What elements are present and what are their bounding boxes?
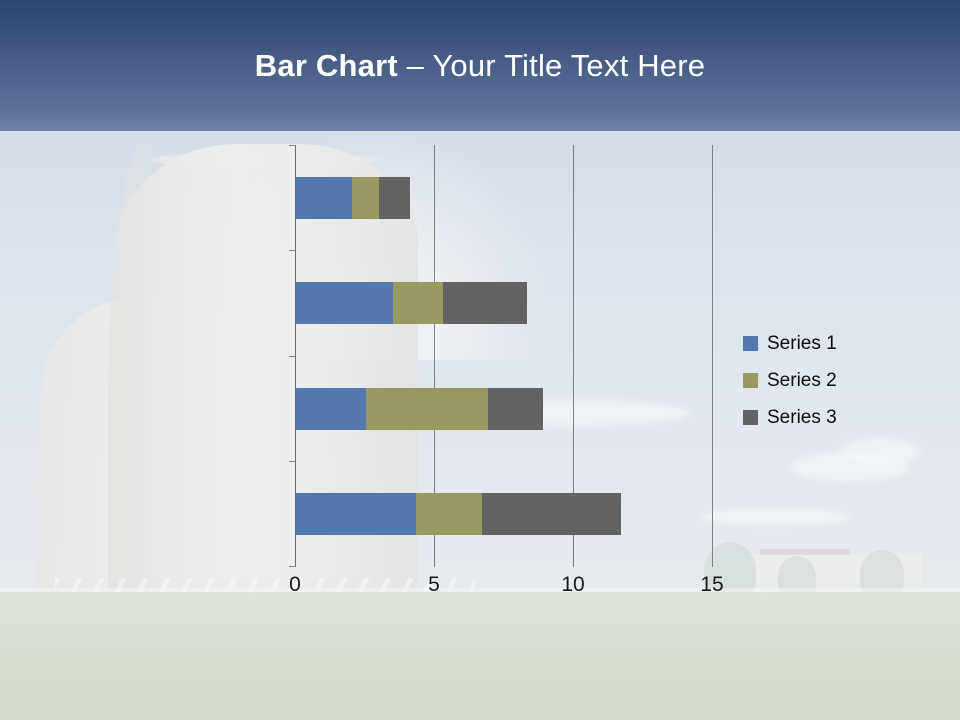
- legend-swatch-icon: [743, 410, 758, 425]
- y-axis-tick: [289, 566, 295, 567]
- page-title-separator: –: [397, 48, 433, 83]
- bar-segment-series-2[interactable]: [415, 493, 483, 536]
- legend-item-series-3[interactable]: Series 3: [743, 399, 837, 436]
- bar-segment-series-1[interactable]: [296, 176, 352, 219]
- bar-segment-series-1[interactable]: [296, 282, 394, 325]
- bar-segment-series-1[interactable]: [296, 493, 416, 536]
- x-tick-label-10: 10: [561, 573, 585, 596]
- bar-segment-series-3[interactable]: [482, 493, 622, 536]
- legend-label: Series 2: [767, 369, 837, 391]
- gridline-5: [434, 145, 435, 567]
- chart-legend: Series 1 Series 2 Series 3: [743, 325, 837, 436]
- bar-segment-series-2[interactable]: [393, 282, 444, 325]
- x-tick-label-15: 15: [700, 573, 724, 596]
- bar-segment-series-1[interactable]: [296, 387, 366, 430]
- legend-swatch-icon: [743, 373, 758, 388]
- legend-item-series-2[interactable]: Series 2: [743, 362, 837, 399]
- legend-item-series-1[interactable]: Series 1: [743, 325, 837, 362]
- x-tick-label-5: 5: [428, 573, 440, 596]
- y-axis-tick: [289, 356, 295, 357]
- bar-segment-series-3[interactable]: [487, 387, 544, 430]
- bar-segment-series-2[interactable]: [365, 387, 488, 430]
- y-axis-tick: [289, 145, 295, 146]
- x-tick-label-0: 0: [289, 573, 301, 596]
- y-axis-tick: [289, 461, 295, 462]
- title-banner: Bar Chart – Your Title Text Here: [0, 0, 960, 131]
- gridline-15: [712, 145, 713, 567]
- bar-segment-series-3[interactable]: [443, 282, 527, 325]
- y-axis-tick: [289, 250, 295, 251]
- page-title-bold: Bar Chart: [254, 48, 398, 83]
- legend-swatch-icon: [743, 336, 758, 351]
- plot-area: 0 5 10 15 Category 1 Category 2 Category…: [289, 145, 724, 596]
- page-title: Bar Chart – Your Title Text Here: [0, 48, 960, 84]
- gridline-10: [573, 145, 574, 567]
- y-axis-line: [295, 145, 296, 567]
- page-title-light: Your Title Text Here: [432, 48, 706, 83]
- legend-label: Series 1: [767, 332, 837, 354]
- bar-segment-series-3[interactable]: [379, 176, 410, 219]
- legend-label: Series 3: [767, 406, 837, 428]
- bar-segment-series-2[interactable]: [351, 176, 380, 219]
